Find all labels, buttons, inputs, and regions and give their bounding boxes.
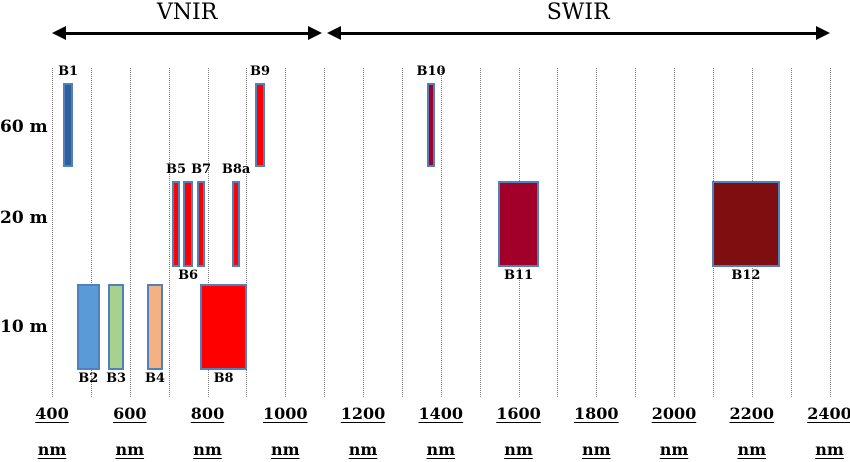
band-rect-B8 xyxy=(200,284,248,370)
band-label-B3: B3 xyxy=(106,371,127,386)
x-tick-label-2400: 2400 xyxy=(807,404,850,423)
swir-arrow xyxy=(336,32,820,35)
gridline-500nm xyxy=(90,68,92,397)
gridline-400nm xyxy=(52,68,53,397)
band-label-B9: B9 xyxy=(249,64,271,79)
x-tick-label-1000: 1000 xyxy=(263,404,308,423)
band-rect-B8a xyxy=(232,181,241,267)
band-rect-B6 xyxy=(183,181,194,267)
gridline-1800nm xyxy=(596,68,598,397)
gridline-2300nm xyxy=(790,68,792,397)
band-label-B11: B11 xyxy=(503,268,534,283)
x-tick-label-1600: 1600 xyxy=(496,404,541,423)
vnir-arrowhead-left-icon xyxy=(52,26,66,40)
band-label-B7: B7 xyxy=(191,162,212,177)
band-label-B8: B8 xyxy=(213,371,234,386)
resolution-label-60m: 60 m xyxy=(0,117,48,137)
gridline-1500nm xyxy=(479,68,481,397)
x-tick-label-1400: 1400 xyxy=(418,404,464,423)
band-label-B4: B4 xyxy=(144,371,166,386)
band-rect-B9 xyxy=(254,83,265,167)
gridline-1700nm xyxy=(557,68,559,397)
x-tick-label-600: 600 xyxy=(113,404,147,423)
band-label-B1: B1 xyxy=(58,64,79,79)
x-unit-label-1000: nm xyxy=(271,440,300,459)
gridline-1100nm xyxy=(324,68,326,397)
resolution-label-10m: 10 m xyxy=(0,317,48,337)
gridline-600nm xyxy=(129,68,131,397)
band-rect-B2 xyxy=(76,284,100,370)
band-rect-B12 xyxy=(712,181,780,267)
gridline-900nm xyxy=(246,68,248,397)
x-unit-label-1600: nm xyxy=(504,440,533,459)
vnir-arrowhead-right-icon xyxy=(308,26,323,40)
band-rect-B7 xyxy=(197,181,206,267)
x-unit-label-800: nm xyxy=(193,440,222,459)
x-unit-label-2400: nm xyxy=(815,440,844,459)
band-rect-B3 xyxy=(108,284,125,370)
band-label-B6: B6 xyxy=(178,268,199,283)
gridline-1400nm xyxy=(440,68,442,397)
gridline-2000nm xyxy=(674,68,675,397)
x-tick-label-2200: 2200 xyxy=(729,404,775,423)
x-tick-label-2000: 2000 xyxy=(651,404,697,423)
x-unit-label-1400: nm xyxy=(426,440,456,459)
swir-arrowhead-right-icon xyxy=(815,26,830,40)
band-label-B5: B5 xyxy=(165,162,187,177)
swir-arrowhead-left-icon xyxy=(326,26,341,40)
gridline-1200nm xyxy=(363,68,364,397)
gridline-1300nm xyxy=(401,68,403,397)
gridline-1900nm xyxy=(635,68,637,397)
gridline-1000nm xyxy=(285,68,287,397)
x-unit-label-1200: nm xyxy=(348,440,378,459)
gridline-2400nm xyxy=(829,68,831,397)
x-unit-label-400: nm xyxy=(37,440,67,459)
x-tick-label-400: 400 xyxy=(35,404,69,423)
x-unit-label-2200: nm xyxy=(737,440,767,459)
resolution-label-20m: 20 m xyxy=(0,208,48,228)
band-label-B12: B12 xyxy=(731,268,761,283)
band-rect-B1 xyxy=(62,83,74,167)
band-rect-B10 xyxy=(427,83,435,167)
vnir-arrow xyxy=(62,32,313,35)
gridline-700nm xyxy=(168,68,170,397)
vnir-label: VNIR xyxy=(156,0,218,25)
x-tick-label-1200: 1200 xyxy=(340,404,386,423)
band-label-B10: B10 xyxy=(416,64,446,79)
band-rect-B5 xyxy=(172,181,180,267)
x-unit-label-2000: nm xyxy=(659,440,689,459)
x-unit-label-600: nm xyxy=(115,440,145,459)
x-tick-label-1800: 1800 xyxy=(574,404,619,423)
band-rect-B11 xyxy=(497,181,540,267)
band-rect-B4 xyxy=(146,284,164,370)
swir-label: SWIR xyxy=(546,0,610,25)
gridline-800nm xyxy=(207,68,209,397)
x-unit-label-1800: nm xyxy=(582,440,611,459)
x-tick-label-800: 800 xyxy=(190,404,225,423)
band-label-B2: B2 xyxy=(78,371,99,386)
band-label-B8a: B8a xyxy=(221,162,251,177)
